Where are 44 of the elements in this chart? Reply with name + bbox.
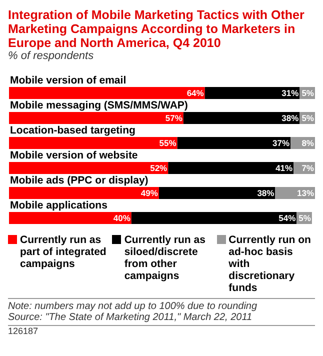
data-label: 38% bbox=[282, 113, 300, 123]
bar bbox=[9, 187, 159, 199]
bar bbox=[9, 137, 178, 149]
data-label: 49% bbox=[140, 188, 158, 198]
y-tick-label: Mobile version of website bbox=[10, 150, 138, 162]
bar bbox=[9, 162, 168, 174]
data-label: 40% bbox=[113, 213, 131, 223]
data-label: 5% bbox=[298, 213, 312, 223]
text: 126187 bbox=[8, 325, 315, 336]
data-label: 64% bbox=[186, 88, 204, 98]
text: Note: numbers may not add up to 100% due to rounding bbox=[8, 301, 258, 312]
bar bbox=[9, 87, 205, 99]
bar bbox=[9, 112, 184, 124]
data-label: 8% bbox=[302, 138, 314, 148]
bar bbox=[9, 212, 132, 224]
chart-subtitle: % of respondents bbox=[8, 50, 95, 62]
bar bbox=[168, 162, 294, 174]
data-label: 5% bbox=[302, 113, 314, 123]
y-tick-label: Mobile version of email bbox=[10, 74, 126, 86]
legend-label: Currently run on ad-hoc basis with discretionary funds bbox=[228, 234, 312, 294]
data-label: 5% bbox=[302, 88, 314, 98]
data-label: 37% bbox=[272, 138, 290, 148]
chart-title: Integration of Mobile Marketing Tactics with Other Marketing Campaigns According to Marketers in Europe and North America, Q4 2010 bbox=[8, 8, 306, 50]
y-tick-label: Location-based targeting bbox=[10, 124, 136, 136]
y-tick-label: Mobile applications bbox=[10, 200, 108, 212]
bar bbox=[204, 87, 300, 99]
bar bbox=[158, 187, 276, 199]
data-label: 57% bbox=[165, 113, 183, 123]
data-label: 41% bbox=[276, 163, 294, 173]
y-tick-label: Mobile messaging (SMS/MMS/WAP) bbox=[10, 100, 188, 112]
legend-label: Currently run as part of integrated campaigns bbox=[20, 234, 106, 270]
bar bbox=[177, 137, 291, 149]
data-label: 7% bbox=[302, 163, 314, 173]
bar bbox=[131, 212, 297, 224]
bar bbox=[183, 112, 300, 124]
data-label: 52% bbox=[150, 163, 168, 173]
legend-label: Currently run as siloed/discrete from other campaigns bbox=[124, 234, 206, 282]
data-label: 31% bbox=[282, 88, 300, 98]
y-tick-label: Mobile ads (PPC or display) bbox=[10, 174, 148, 186]
data-label: 38% bbox=[257, 188, 275, 198]
data-label: 13% bbox=[296, 188, 314, 198]
data-label: 55% bbox=[159, 138, 177, 148]
source-note: Source: "The State of Marketing 2011," March 22, 2011 bbox=[8, 312, 254, 323]
data-label: 54% bbox=[278, 213, 296, 223]
